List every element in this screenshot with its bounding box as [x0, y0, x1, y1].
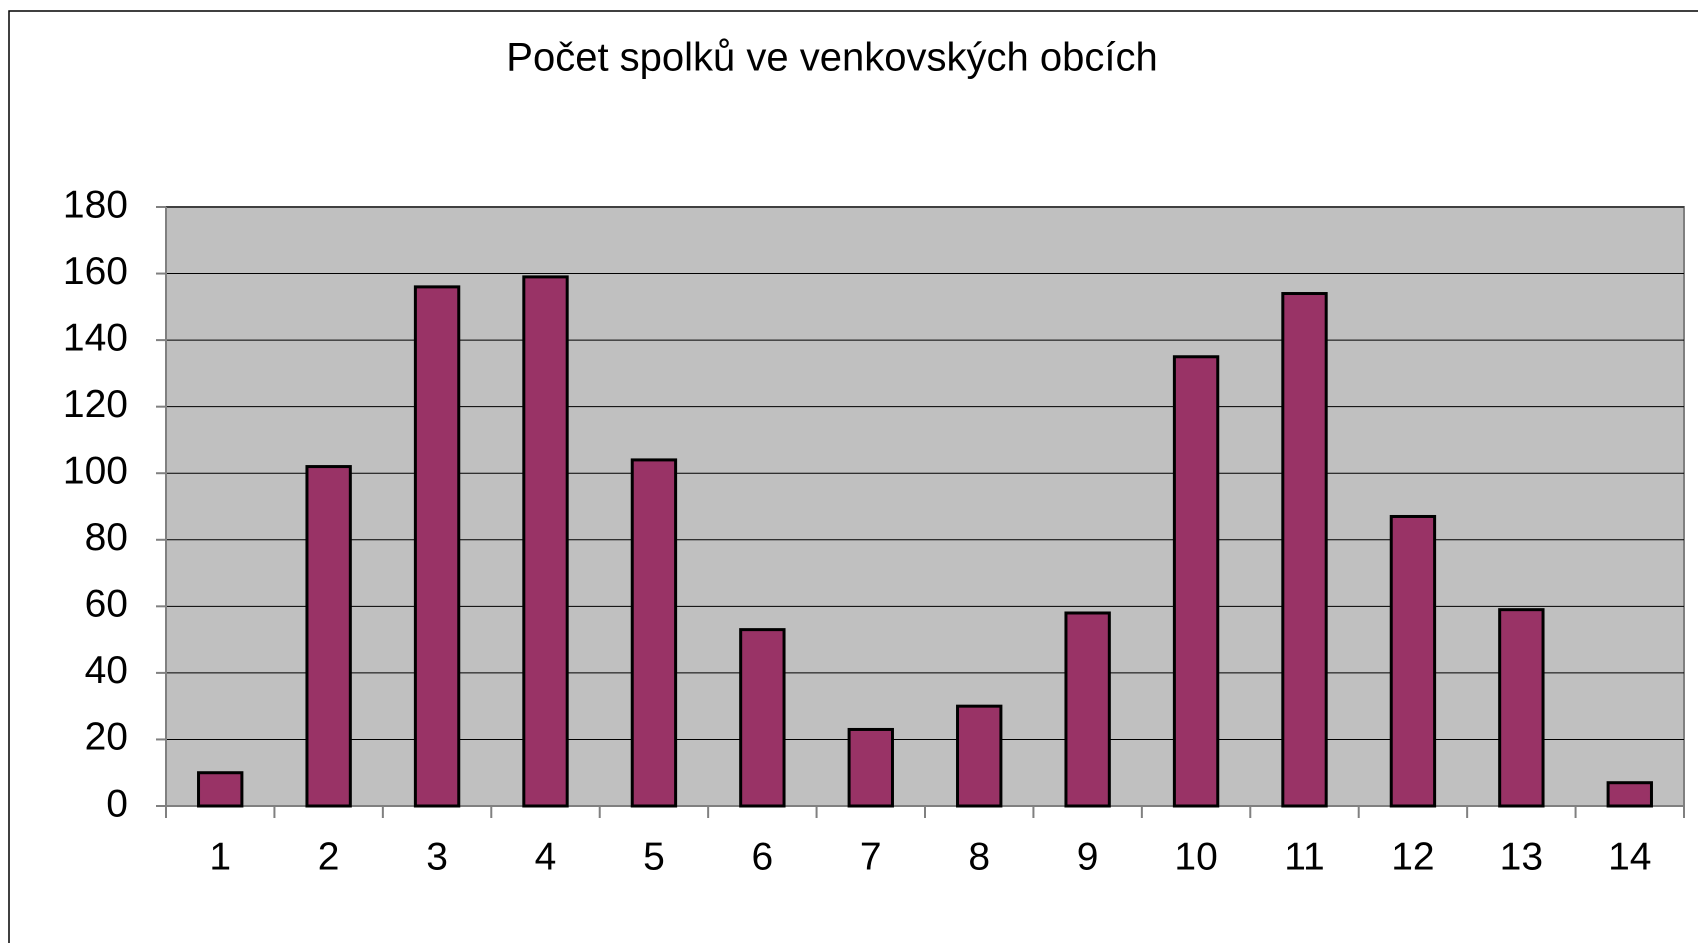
bar [1064, 611, 1111, 808]
x-tick-label: 11 [1284, 835, 1325, 878]
x-tick-label: 14 [1608, 835, 1651, 878]
x-tick-label: 10 [1174, 835, 1217, 878]
y-tick-label: 180 [63, 183, 128, 226]
x-tick-label: 5 [643, 835, 665, 878]
chart-title: Počet spolků ve venkovských obcích [506, 36, 1157, 80]
bar [630, 458, 678, 808]
y-tick-label: 140 [63, 316, 128, 359]
y-tick-label: 80 [85, 516, 128, 559]
x-tick-label: 9 [1077, 835, 1099, 878]
x-tick-label: 7 [860, 835, 882, 878]
x-tick-label: 6 [752, 835, 774, 878]
y-tick-label: 100 [63, 450, 128, 493]
x-tick-label: 2 [318, 835, 340, 878]
bar [1606, 781, 1653, 808]
x-tick-label: 4 [535, 835, 557, 878]
x-tick-label: 8 [968, 835, 990, 878]
plot-area [165, 206, 1685, 807]
bar [1172, 355, 1220, 808]
bar [739, 628, 786, 808]
x-tick-label: 12 [1391, 835, 1434, 878]
x-tick-label: 3 [426, 835, 448, 878]
bar [305, 465, 352, 808]
bar [847, 727, 894, 808]
bar [522, 275, 569, 808]
y-tick-label: 160 [63, 250, 128, 293]
y-tick-label: 60 [85, 583, 128, 626]
bar [956, 704, 1003, 808]
x-tick-label: 1 [209, 835, 231, 878]
bar [197, 771, 244, 808]
bar [1498, 608, 1545, 808]
bar [413, 285, 461, 808]
y-tick-label: 40 [85, 649, 128, 692]
y-tick-label: 20 [85, 716, 128, 759]
bar [1281, 292, 1328, 808]
y-tick-label: 120 [63, 383, 128, 426]
x-tick-label: 13 [1500, 835, 1543, 878]
y-tick-label: 0 [106, 782, 128, 825]
bar [1389, 514, 1437, 808]
